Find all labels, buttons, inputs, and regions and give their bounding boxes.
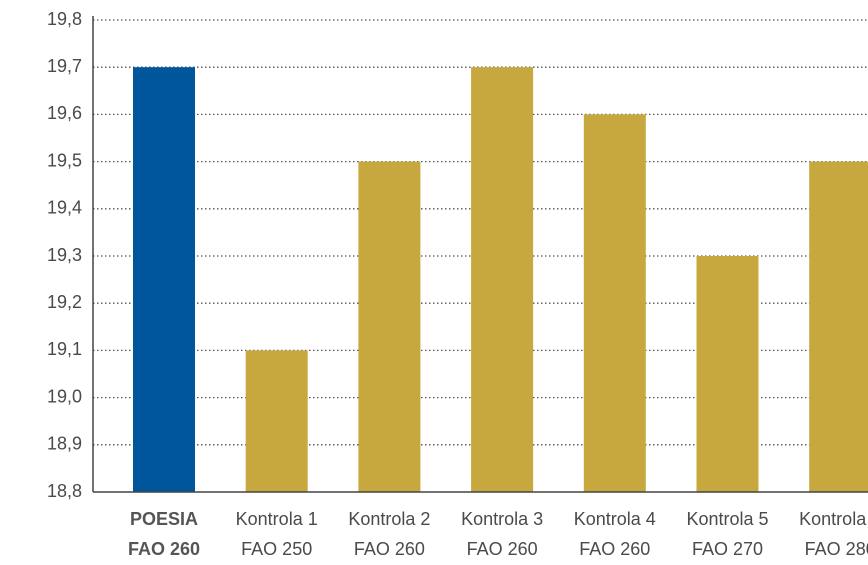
y-tick-label: 18,8 [47,481,82,501]
y-tick-label: 19,1 [47,339,82,359]
y-tick-label: 19,2 [47,292,82,312]
x-tick-label: FAO 260 [467,539,538,559]
y-tick-label: 19,3 [47,245,82,265]
x-tick-label: FAO 260 [579,539,650,559]
bar [245,350,308,492]
y-tick-label: 19,0 [47,386,82,406]
x-tick-label: Kontrola 2 [348,509,430,529]
y-tick-label: 18,9 [47,434,82,454]
bar [583,114,646,493]
x-tick-label: Kontrola 3 [461,509,543,529]
y-tick-label: 19,6 [47,103,82,123]
x-tick-label: FAO 260 [354,539,425,559]
bar [809,161,868,492]
bar [358,161,421,492]
y-tick-label: 19,5 [47,150,82,170]
x-tick-label: Kontrola 5 [686,509,768,529]
y-tick-label: 19,8 [47,9,82,29]
bar [696,256,759,492]
y-tick-label: 19,4 [47,198,82,218]
x-tick-label: Kontrola 1 [236,509,318,529]
x-tick-label: FAO 280 [805,539,868,559]
bar [133,67,195,492]
x-tick-label: Kontrola 4 [574,509,656,529]
x-tick-label: FAO 260 [128,539,200,559]
x-tick-label: FAO 270 [692,539,763,559]
y-tick-label: 19,7 [47,56,82,76]
x-tick-label: POESIA [130,509,198,529]
x-tick-label: Kontrola 6 [799,509,868,529]
bar [471,67,534,492]
x-tick-label: FAO 250 [241,539,312,559]
